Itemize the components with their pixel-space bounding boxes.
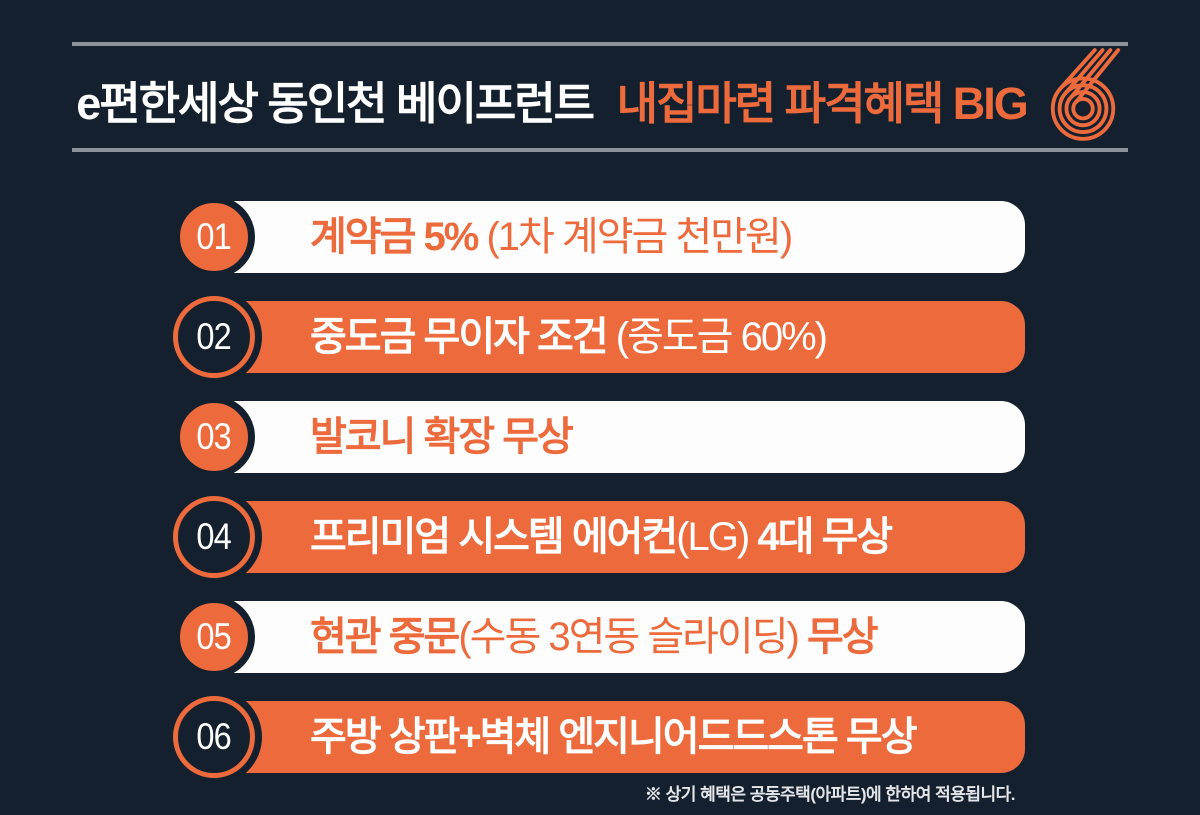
benefit-bar: 계약금 5% (1차 계약금 천만원) [205, 201, 1025, 273]
big-six-logo-icon [1044, 48, 1124, 142]
benefit-row: 04 프리미엄 시스템 에어컨 (LG) 4대 무상 [173, 496, 1025, 578]
benefit-number: 06 [196, 716, 232, 757]
benefit-text-segment: (수동 3연동 슬라이딩) [458, 615, 800, 659]
benefit-text-segment: (1차 계약금 천만원) [486, 215, 793, 259]
benefit-row: 05 현관 중문 (수동 3연동 슬라이딩) 무상 [173, 596, 1025, 678]
title-project-name: e편한세상 동인천 베이프런트 [76, 77, 604, 129]
benefit-text-segment: 계약금 5% [310, 215, 487, 259]
benefit-number: 02 [196, 316, 232, 357]
benefit-text-segment: (중도금 60%) [615, 315, 828, 359]
benefit-text-segment: 현관 중문 [310, 615, 460, 659]
footnote-text: ※ 상기 혜택은 공동주택(아파트)에 한하여 적용됩니다. [644, 785, 1016, 804]
benefit-number: 01 [196, 216, 232, 257]
benefit-list: 01 계약금 5% (1차 계약금 천만원) 02 중도금 무이자 조건 (중도금 6… [173, 196, 1025, 796]
benefit-number-badge: 06 [173, 696, 255, 778]
top-divider-line [72, 42, 1128, 46]
benefit-number-badge: 03 [173, 396, 255, 478]
benefit-text-segment: 발코니 확장 무상 [310, 415, 574, 459]
bottom-divider-line [72, 148, 1128, 152]
benefit-bar: 발코니 확장 무상 [205, 401, 1025, 473]
benefit-row: 02 중도금 무이자 조건 (중도금 60%) [173, 296, 1025, 378]
benefit-bar: 중도금 무이자 조건 (중도금 60%) [205, 301, 1025, 373]
benefit-row: 03 발코니 확장 무상 [173, 396, 1025, 478]
benefit-row: 06 주방 상판+벽체 엔지니어드드스톤 무상 [173, 696, 1025, 778]
benefit-row: 01 계약금 5% (1차 계약금 천만원) [173, 196, 1025, 278]
benefit-number: 05 [196, 616, 232, 657]
benefit-text-segment: 중도금 무이자 조건 [310, 315, 616, 359]
benefit-number: 03 [196, 416, 232, 457]
benefit-number: 04 [196, 516, 232, 557]
benefit-bar: 주방 상판+벽체 엔지니어드드스톤 무상 [205, 701, 1025, 773]
benefit-text-segment: (LG) [676, 515, 750, 559]
benefit-number-badge: 04 [173, 496, 255, 578]
benefit-text-segment: 무상 [797, 615, 879, 659]
title-benefit-phrase: 내집마련 파격혜택 BIG [616, 77, 1029, 129]
benefit-number-badge: 05 [173, 596, 255, 678]
benefit-number-badge: 01 [173, 196, 255, 278]
benefit-bar: 현관 중문 (수동 3연동 슬라이딩) 무상 [205, 601, 1025, 673]
benefit-bar: 프리미엄 시스템 에어컨 (LG) 4대 무상 [205, 501, 1025, 573]
benefit-text-segment: 프리미엄 시스템 에어컨 [310, 515, 678, 559]
benefit-text-segment: 4대 무상 [748, 515, 893, 559]
benefit-text-segment: 주방 상판+벽체 엔지니어드드스톤 무상 [310, 715, 917, 759]
benefit-number-badge: 02 [173, 296, 255, 378]
page-title: e편한세상 동인천 베이프런트 내집마련 파격혜택 BIG [72, 48, 1128, 148]
